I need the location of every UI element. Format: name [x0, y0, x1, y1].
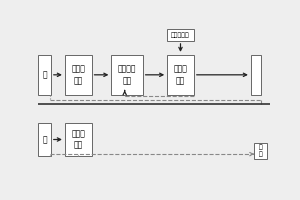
FancyBboxPatch shape — [251, 55, 261, 95]
FancyBboxPatch shape — [38, 123, 51, 156]
FancyBboxPatch shape — [111, 55, 143, 95]
FancyBboxPatch shape — [65, 55, 92, 95]
FancyBboxPatch shape — [167, 55, 194, 95]
Text: 氧: 氧 — [42, 135, 47, 144]
FancyBboxPatch shape — [65, 123, 92, 156]
Text: 污
水: 污 水 — [259, 145, 262, 157]
FancyBboxPatch shape — [38, 55, 51, 95]
Text: 缺氧反硝
化池: 缺氧反硝 化池 — [118, 65, 136, 85]
Text: 水: 水 — [42, 70, 47, 79]
Text: 厌氧酸
化池: 厌氧酸 化池 — [71, 65, 85, 85]
Text: 二次沉
淀池: 二次沉 淀池 — [71, 129, 85, 150]
Text: 好氧硝
化池: 好氧硝 化池 — [174, 65, 188, 85]
Text: 碳源、碱剂: 碳源、碱剂 — [171, 32, 190, 38]
FancyBboxPatch shape — [167, 29, 194, 41]
FancyBboxPatch shape — [254, 143, 267, 159]
